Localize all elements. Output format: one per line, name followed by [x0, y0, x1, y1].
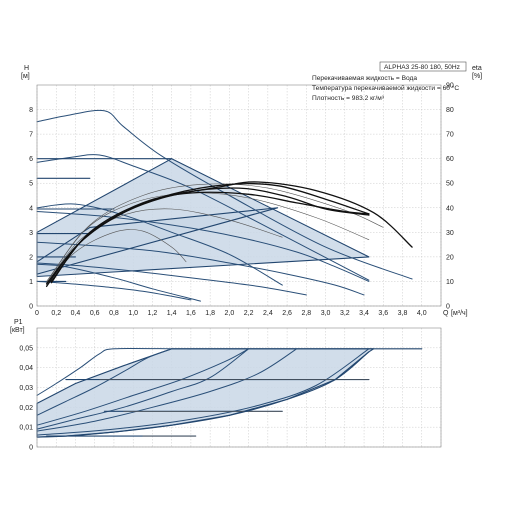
eta-tick-label: 30 — [446, 230, 454, 237]
q-tick-label: 4,0 — [417, 310, 427, 317]
eta-axis-unit: [%] — [472, 73, 482, 80]
head-series-curve — [36, 154, 370, 281]
power-series-curve — [36, 348, 298, 432]
eta-tick-label: 0 — [446, 304, 450, 311]
head-series-curve — [36, 241, 365, 296]
head-series-curve — [36, 263, 201, 302]
h-axis-unit: [м] — [21, 73, 30, 80]
q-tick-label: 1,0 — [128, 310, 138, 317]
legend-model-frame — [379, 61, 467, 72]
q-tick-label: 1,4 — [167, 310, 177, 317]
eta-axis-label: eta — [472, 65, 482, 72]
power-series-curve — [36, 348, 370, 436]
eta-tick-label: 10 — [446, 279, 454, 286]
power-y-tick-label: 0,05 — [19, 345, 33, 352]
head-series-eta — [50, 191, 370, 283]
power-y-tick-label: 0 — [29, 445, 33, 452]
q-tick-label: 3,8 — [398, 310, 408, 317]
power-y-tick-label: 0,04 — [19, 365, 33, 372]
power-panel: 0 0,01 0,02 0,03 0,04 0,05 — [19, 327, 442, 452]
q-tick-label: 2,0 — [225, 310, 235, 317]
head-series-curve — [36, 280, 192, 301]
head-y-tick-label: 2 — [29, 254, 33, 261]
head-series-thin — [46, 183, 384, 282]
power-y-tick-label: 0,01 — [19, 425, 33, 432]
head-y-tick-label: 4 — [29, 205, 33, 212]
legend-box: ALPHA3 25-80 180, 50Hz Перекачиваемая жи… — [312, 61, 467, 102]
legend-line-temperature: Температура перекачиваемой жидкости = 60… — [312, 84, 459, 92]
head-y-tick-label: 7 — [29, 132, 33, 139]
head-y-tick-label: 0 — [29, 304, 33, 311]
power-series-curve — [36, 347, 173, 396]
p1-axis-unit: [кВт] — [10, 327, 25, 334]
head-plot-frame — [36, 84, 442, 307]
h-axis-label: H — [24, 65, 29, 72]
q-tick-label: 0,4 — [71, 310, 81, 317]
head-series-curve — [36, 203, 283, 286]
q-axis-unit: [м³/ч] — [451, 310, 468, 317]
legend-model: ALPHA3 25-80 180, 50Hz — [384, 64, 460, 71]
q-tick-label: 2,2 — [244, 310, 254, 317]
legend-line-fluid: Перекачиваемая жидкость = Вода — [312, 75, 417, 82]
head-series-curve — [36, 262, 307, 296]
q-tick-label: 2,8 — [301, 310, 311, 317]
eta-tick-label: 60 — [446, 156, 454, 163]
q-tick-label: 0 — [35, 310, 39, 317]
eta-tick-label: 80 — [446, 107, 454, 114]
head-y-tick-label: 5 — [29, 181, 33, 188]
q-tick-label: 1,8 — [205, 310, 215, 317]
head-series-thin — [46, 208, 283, 285]
q-tick-label: 1,2 — [148, 310, 158, 317]
eta-tick-label: 40 — [446, 205, 454, 212]
q-tick-label: 3,6 — [378, 310, 388, 317]
q-axis-label: Q — [443, 310, 449, 317]
head-series-curve — [36, 211, 370, 282]
q-tick-label: 0,8 — [109, 310, 119, 317]
head-series-curve — [36, 109, 413, 280]
eta-tick-label: 70 — [446, 132, 454, 139]
q-tick-label: 3,2 — [340, 310, 350, 317]
legend-line-density: Плотность = 983.2 кг/м³ — [312, 95, 385, 102]
power-series-curve — [36, 348, 250, 430]
eta-tick-label: 20 — [446, 254, 454, 261]
eta-tick-label: 50 — [446, 181, 454, 188]
q-tick-label: 1,6 — [186, 310, 196, 317]
q-tick-label: 2,6 — [282, 310, 292, 317]
power-series-curve — [36, 348, 250, 426]
head-y-tick-label: 3 — [29, 230, 33, 237]
q-tick-label: 0,6 — [90, 310, 100, 317]
q-tick-label: 0,2 — [51, 310, 61, 317]
head-y-tick-label: 8 — [29, 107, 33, 114]
head-y-tick-label: 1 — [29, 279, 33, 286]
head-series-thin — [46, 229, 187, 286]
power-plot-frame — [36, 327, 442, 448]
q-tick-label: 2,4 — [263, 310, 273, 317]
eta-tick-label: 90 — [446, 83, 454, 90]
p1-axis-label: P1 — [14, 319, 23, 326]
power-y-tick-label: 0,03 — [19, 385, 33, 392]
power-series-edge — [36, 351, 370, 438]
power-y-tick-label: 0,02 — [19, 405, 33, 412]
q-tick-label: 3,4 — [359, 310, 369, 317]
head-y-tick-label: 6 — [29, 156, 33, 163]
q-tick-label: 3,0 — [321, 310, 331, 317]
